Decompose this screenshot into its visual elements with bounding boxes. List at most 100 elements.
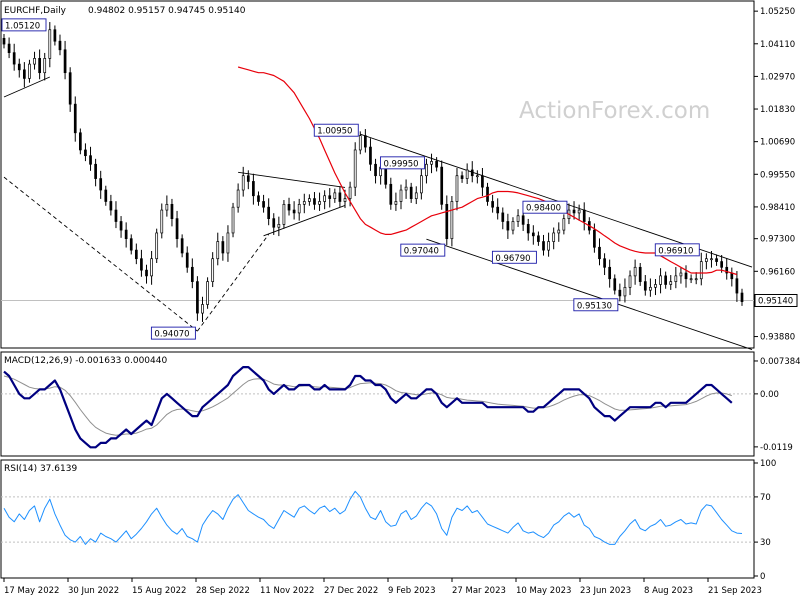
pivot-label-box xyxy=(1,18,47,32)
candle-body xyxy=(705,258,708,262)
price-axis: 1.05250 1.04110 1.02970 1.01830 1.00690 0.995… xyxy=(754,7,795,343)
candle-body xyxy=(628,275,632,288)
pivot-label: 0.99950 xyxy=(383,159,418,169)
candle-body xyxy=(562,218,566,231)
candle-body xyxy=(669,281,673,285)
macd-line xyxy=(3,366,733,449)
pivot-label-box xyxy=(654,243,700,257)
candle-body xyxy=(33,58,36,65)
candle-body xyxy=(638,266,642,282)
price-tick-label: 0.93880 xyxy=(760,333,795,343)
macd-layer: 0.007384 0.00 -0.0119 xyxy=(1,357,800,453)
candle-body xyxy=(740,292,744,302)
candle-body xyxy=(679,272,683,277)
candle-body xyxy=(455,175,459,202)
candle-body xyxy=(557,229,561,234)
candle-body xyxy=(160,209,164,234)
candle-body xyxy=(623,286,627,297)
candle-body xyxy=(710,258,713,261)
candle-body xyxy=(313,198,316,205)
price-header-symbol: EURCHF,Daily xyxy=(4,6,67,16)
rsi-tick-label: 100 xyxy=(760,459,776,469)
candle-body xyxy=(531,232,535,237)
candle-body xyxy=(430,161,433,165)
candle-body xyxy=(17,63,21,71)
candle-body xyxy=(338,192,342,202)
candle-body xyxy=(99,178,103,191)
candle-body xyxy=(496,206,500,214)
pivot-label-box xyxy=(150,326,196,340)
candle-body xyxy=(196,281,199,314)
candle-body xyxy=(155,232,159,260)
pivot-label: 0.98400 xyxy=(526,204,561,214)
price-tick-label: 0.98410 xyxy=(760,203,795,213)
triangle-lower-line xyxy=(263,205,346,237)
candle-body xyxy=(389,183,393,205)
candle-body xyxy=(282,203,286,225)
x-tick-label: 8 Aug 2023 xyxy=(644,586,693,596)
candle-body xyxy=(63,49,67,74)
candle-body xyxy=(603,258,606,268)
candle-body xyxy=(211,258,215,282)
candle-body xyxy=(735,278,739,294)
price-tick-label: 1.01830 xyxy=(760,105,795,115)
candle-body xyxy=(165,203,169,211)
candle-body xyxy=(460,175,464,179)
pivot-label-box xyxy=(379,156,425,170)
candle-body xyxy=(730,272,734,280)
candle-body xyxy=(94,163,97,179)
candle-body xyxy=(374,163,377,177)
macd-tick-label: 0.00 xyxy=(760,390,779,400)
rsi-tick-label: 30 xyxy=(760,538,771,548)
channel-lower-line xyxy=(426,238,753,351)
candle-body xyxy=(684,272,688,280)
candle-body xyxy=(572,209,576,214)
candle-body xyxy=(267,206,271,219)
candle-body xyxy=(150,258,153,277)
candle-body xyxy=(257,195,260,202)
pivot-label: 0.94070 xyxy=(154,330,189,340)
candle-body xyxy=(699,261,703,280)
candle-body xyxy=(201,304,204,314)
candle-body xyxy=(511,221,515,231)
candle-body xyxy=(140,258,143,271)
candle-body xyxy=(369,146,372,165)
candle-body xyxy=(84,149,87,157)
candle-body xyxy=(73,103,77,134)
current-price-box xyxy=(754,293,798,307)
candle-body xyxy=(43,58,47,74)
candle-body xyxy=(475,175,479,178)
candle-body xyxy=(445,203,449,240)
x-tick-label: 23 Jun 2023 xyxy=(580,586,631,596)
candle-body xyxy=(715,258,718,262)
candle-body xyxy=(470,169,474,177)
candle-body xyxy=(38,58,41,74)
candle-body xyxy=(68,72,72,105)
candle-body xyxy=(659,275,662,285)
rsi-header: RSI(14) 37.6139 xyxy=(4,464,77,474)
candle-body xyxy=(170,203,174,219)
candle-body xyxy=(2,37,6,45)
ma-layer xyxy=(237,66,738,276)
candle-body xyxy=(394,201,398,205)
candle-body xyxy=(58,40,62,51)
macd-signal-line xyxy=(3,375,732,436)
candle-body xyxy=(262,201,265,208)
candle-body xyxy=(425,163,428,177)
rsi-panel-frame xyxy=(0,459,755,579)
candle-body xyxy=(308,198,311,202)
candle-body xyxy=(409,186,413,199)
candle-body xyxy=(89,155,92,165)
candle-body xyxy=(450,201,454,240)
candle-body xyxy=(348,186,352,199)
candle-body xyxy=(328,195,332,199)
current-price-tag: 0.95140 xyxy=(754,293,798,307)
x-tick-label: 28 Sep 2022 xyxy=(196,586,250,596)
price-tick-label: 0.97300 xyxy=(760,235,795,245)
pivot-label-box xyxy=(400,243,446,257)
candle-body xyxy=(241,175,245,191)
candle-body xyxy=(608,266,612,280)
candle-body xyxy=(593,229,596,248)
candle-body xyxy=(134,249,138,260)
candle-body xyxy=(216,241,220,260)
